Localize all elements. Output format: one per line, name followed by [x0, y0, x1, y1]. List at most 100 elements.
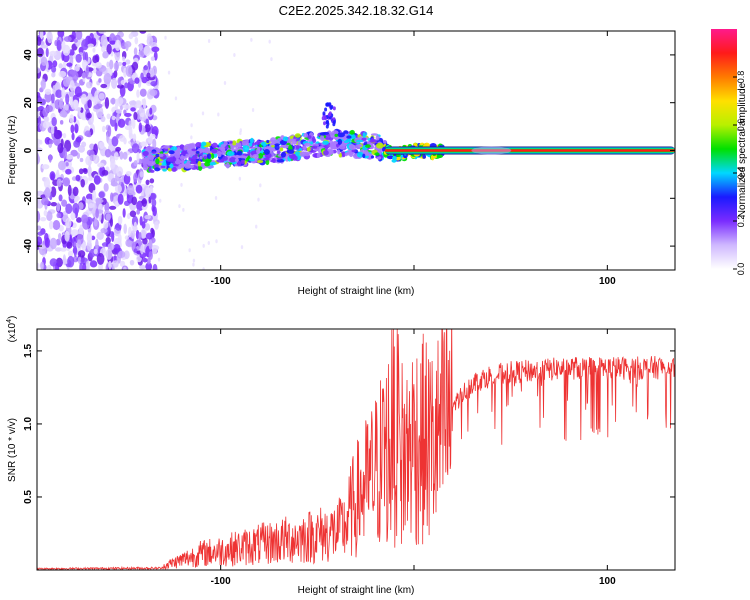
- noise-blob: [117, 118, 126, 128]
- noise-blob: [144, 223, 151, 231]
- noise-speck: [240, 245, 244, 250]
- noise-blob: [48, 139, 54, 145]
- noise-blob: [51, 116, 57, 127]
- noise-speck: [270, 57, 273, 62]
- snr-y-axis: 0.5 1.0 1.5: [23, 344, 675, 504]
- trace-blob: [151, 151, 157, 154]
- noise-blob: [62, 132, 67, 139]
- noise-blob: [142, 257, 148, 263]
- noise-blob: [46, 264, 52, 270]
- trace-blob: [180, 162, 185, 169]
- trace-blob: [191, 155, 198, 160]
- noise-blob: [79, 224, 84, 237]
- noise-blob: [85, 81, 93, 89]
- noise-blob: [61, 199, 68, 207]
- noise-blob: [128, 156, 132, 162]
- snr-x-label: Height of straight line (km): [298, 585, 415, 596]
- noise-blob: [141, 221, 146, 229]
- colorbar-tick-label: 0.8: [736, 71, 746, 84]
- spectrogram-y-axis: -40 -20 0 20 40: [23, 49, 675, 253]
- noise-blob: [79, 157, 84, 163]
- noise-blob: [83, 168, 88, 174]
- noise-blob: [135, 184, 143, 194]
- noise-blob: [90, 112, 95, 124]
- svg-text:(x104): (x104): [6, 316, 18, 343]
- trace-blob: [312, 138, 317, 144]
- noise-blob: [81, 72, 87, 79]
- spectrogram-panel: -100 100 -40 -20 0 20 40 Height of straight l…: [7, 30, 676, 297]
- noise-blob: [96, 252, 105, 265]
- noise-blob: [133, 47, 138, 56]
- noise-blob: [37, 115, 42, 126]
- noise-speck: [167, 70, 171, 75]
- noise-blob: [107, 242, 115, 251]
- noise-blob: [44, 187, 51, 199]
- noise-blob: [125, 239, 132, 247]
- noise-blob: [104, 97, 110, 109]
- noise-blob: [115, 146, 122, 152]
- noise-blob: [109, 59, 114, 70]
- trace-blob: [309, 149, 317, 153]
- trace-blob: [243, 149, 249, 153]
- noise-speck: [192, 258, 196, 263]
- noise-speck: [268, 39, 271, 44]
- trace-blob: [290, 138, 297, 142]
- noise-blob: [98, 191, 105, 199]
- trace-blob: [185, 153, 194, 158]
- trace-blob: [321, 116, 325, 121]
- noise-blob: [51, 72, 56, 78]
- noise-blob: [149, 178, 155, 184]
- noise-blob: [80, 93, 88, 105]
- noise-blob: [41, 197, 49, 206]
- noise-blob: [75, 136, 82, 143]
- noise-blob: [46, 31, 53, 44]
- noise-blob: [103, 221, 109, 229]
- trace-blob: [217, 150, 222, 158]
- noise-blob: [146, 257, 151, 265]
- noise-speck: [215, 239, 218, 244]
- x-tick-label: 100: [599, 276, 616, 287]
- colorbar-gradient: [711, 29, 737, 269]
- noise-blob: [72, 202, 80, 215]
- noise-blob: [58, 63, 63, 69]
- noise-speck: [157, 257, 161, 262]
- trace-blob: [436, 154, 443, 158]
- y-tick-label: -40: [23, 238, 34, 253]
- trace-blob: [155, 158, 160, 165]
- noise-blob: [71, 31, 77, 41]
- noise-speck: [202, 243, 205, 248]
- noise-blob: [117, 215, 123, 225]
- noise-blob: [37, 262, 40, 270]
- noise-blob: [123, 266, 127, 270]
- trace-blob: [209, 161, 217, 166]
- snr-y-label: SNR (10 * v/v): [7, 418, 18, 482]
- noise-blob: [89, 260, 98, 268]
- noise-blob: [150, 80, 158, 87]
- noise-blob: [92, 67, 97, 74]
- y-tick-label: 0.5: [23, 490, 34, 504]
- noise-blob: [50, 202, 58, 207]
- noise-blob: [93, 218, 98, 227]
- noise-blob: [149, 107, 153, 115]
- noise-blob: [65, 203, 73, 215]
- trace-blob: [351, 134, 356, 141]
- noise-blob: [96, 231, 104, 240]
- noise-blob: [46, 211, 53, 222]
- noise-blob: [148, 239, 153, 250]
- noise-blob: [145, 179, 150, 186]
- snr-scale-prefix: (x10: [7, 322, 18, 342]
- trace-blob: [280, 151, 286, 158]
- noise-blob: [37, 231, 44, 236]
- noise-blob: [115, 108, 122, 114]
- noise-blob: [118, 250, 126, 259]
- noise-blob: [106, 61, 110, 68]
- noise-blob: [124, 125, 132, 131]
- noise-blob: [40, 56, 48, 67]
- noise-blob: [86, 232, 93, 244]
- trace-blob: [345, 151, 353, 156]
- noise-blob: [143, 45, 151, 57]
- noise-blob: [37, 47, 44, 58]
- noise-blob: [109, 217, 114, 227]
- trace-blob: [374, 152, 380, 156]
- noise-blob: [122, 151, 128, 160]
